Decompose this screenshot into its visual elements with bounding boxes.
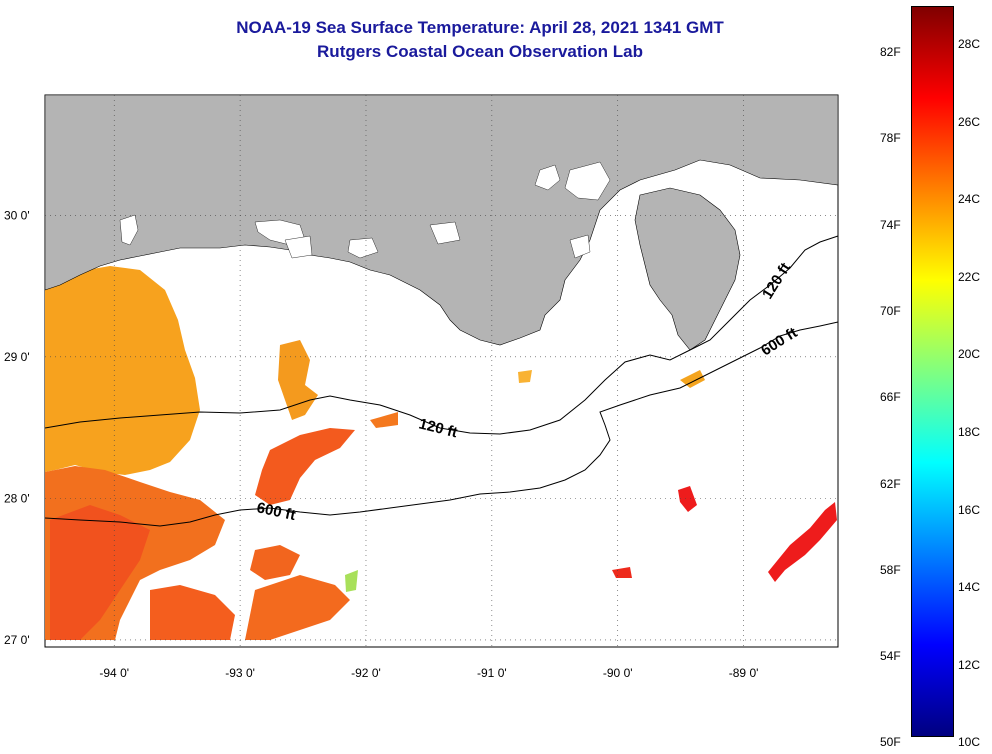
- colorbar-c-label: 16C: [958, 502, 981, 517]
- sst-patch-southwest: [50, 505, 150, 640]
- lat-tick-label: 30 0': [4, 208, 30, 222]
- map-subtitle: Rutgers Coastal Ocean Observation Lab: [317, 42, 643, 61]
- sst-patch-red-east-1: [768, 502, 837, 582]
- contour-600ft: [44, 321, 839, 527]
- sst-patch-mid-shelf: [278, 340, 318, 420]
- sst-patch-red-east-3: [612, 567, 632, 578]
- sst-patch-west-shelf: [45, 266, 200, 475]
- colorbar-c-label: 24C: [958, 192, 981, 207]
- lon-tick-label: -93 0': [225, 666, 255, 680]
- colorbar-f-label: 78F: [880, 131, 901, 146]
- latitude-labels: 30 0' 29 0' 28 0' 27 0': [4, 208, 30, 647]
- delta-land: [634, 187, 741, 351]
- colorbar-f-label: 70F: [880, 303, 901, 318]
- lake-white: [347, 237, 379, 259]
- sst-patch-small-4: [680, 370, 705, 388]
- lake-borgne: [564, 161, 611, 201]
- lon-tick-label: -91 0': [477, 666, 507, 680]
- lake-sabine: [119, 214, 139, 246]
- lat-tick-label: 28 0': [4, 491, 30, 505]
- sst-patch-south-far: [245, 575, 350, 640]
- colorbar-f-label: 74F: [880, 217, 901, 232]
- longitude-labels: -94 0' -93 0' -92 0' -91 0' -90 0' -89 0': [99, 666, 758, 680]
- map-title: NOAA-19 Sea Surface Temperature: April 2…: [236, 18, 724, 37]
- sst-patch-south-central: [150, 585, 235, 640]
- lat-tick-label: 27 0': [4, 633, 30, 647]
- sst-patch-red-east-2: [678, 486, 697, 512]
- colorbar-f-label: 50F: [880, 735, 901, 750]
- sst-patch-small-3: [345, 570, 358, 592]
- lon-tick-label: -92 0': [351, 666, 381, 680]
- colorbar-f-label: 58F: [880, 562, 901, 577]
- sst-patch-small-1: [370, 412, 398, 428]
- contour-120ft: [44, 235, 839, 435]
- lake-grand: [284, 235, 313, 259]
- colorbar-f-label: 82F: [880, 45, 901, 59]
- colorbar-f-label: 66F: [880, 390, 901, 405]
- lon-tick-label: -89 0': [729, 666, 759, 680]
- sst-patch-small-2: [518, 370, 532, 383]
- sst-patch-central-plume: [255, 428, 355, 505]
- lat-tick-label: 29 0': [4, 350, 30, 364]
- colorbar-c-label: 22C: [958, 269, 981, 284]
- lake-salvador: [569, 234, 591, 259]
- lon-tick-label: -90 0': [603, 666, 633, 680]
- colorbar-c-label: 12C: [958, 657, 981, 672]
- colorbar-c-label: 26C: [958, 114, 981, 129]
- colorbar-c-label: 10C: [958, 735, 981, 750]
- lake-pontchartrain: [534, 164, 561, 191]
- colorbar-f-label: 62F: [880, 476, 901, 491]
- lake-bay: [429, 221, 461, 245]
- colorbar-f-label: 54F: [880, 649, 901, 664]
- sst-colorbar: [911, 6, 954, 737]
- sst-patch-south-east: [250, 545, 300, 580]
- colorbar-c-label: 14C: [958, 580, 981, 595]
- lat-lon-grid: [45, 95, 838, 647]
- lon-tick-label: -94 0': [99, 666, 129, 680]
- land-mass: [44, 94, 839, 346]
- colorbar-c-label: 18C: [958, 425, 981, 439]
- colorbar-c-label: 20C: [958, 347, 981, 362]
- sst-data-layer: [45, 266, 837, 640]
- colorbar-c-label: 28C: [958, 37, 981, 51]
- lakes-layer: [119, 161, 611, 259]
